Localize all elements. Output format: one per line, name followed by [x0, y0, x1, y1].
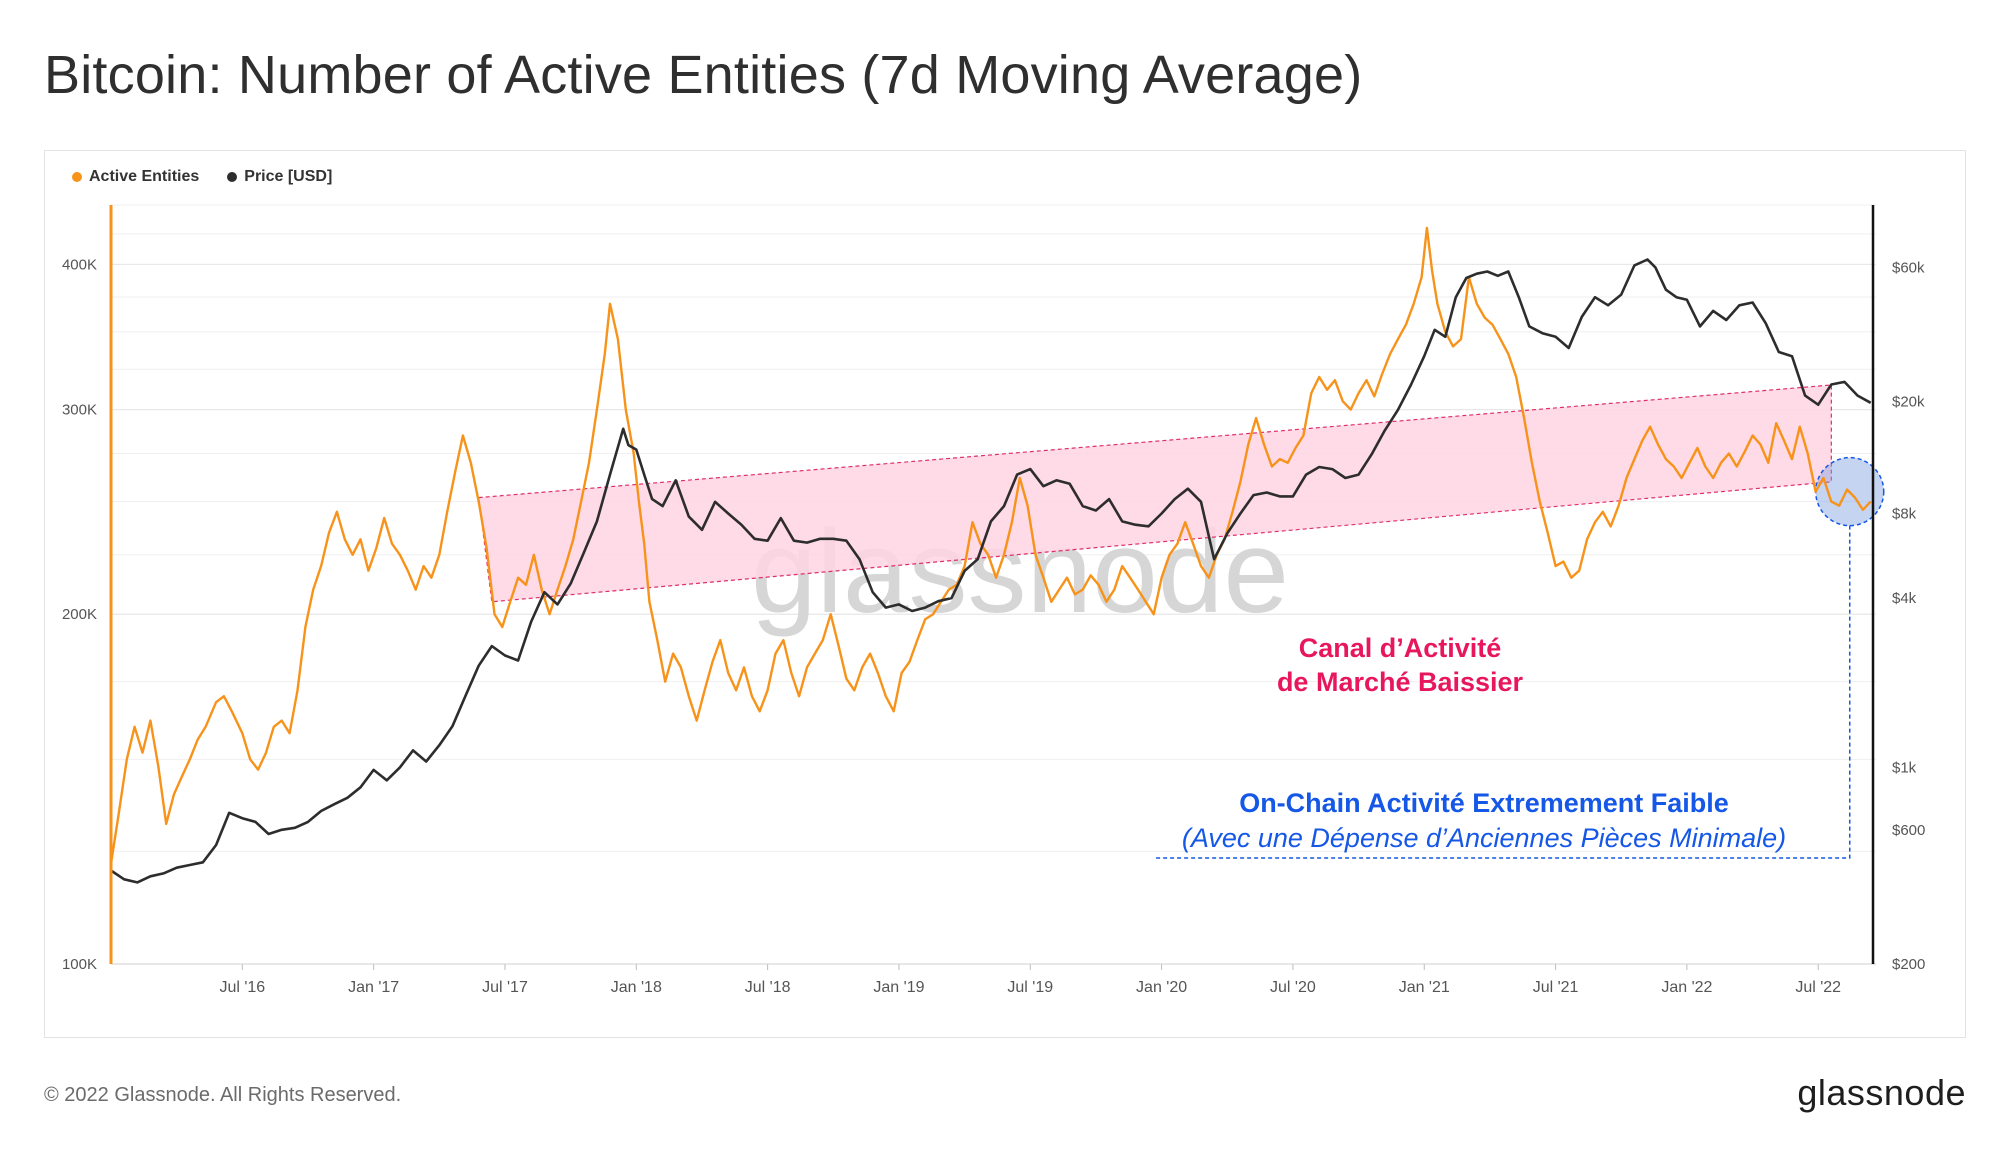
- legend-item-entities[interactable]: Active Entities: [72, 168, 199, 186]
- legend-price-label: Price [USD]: [244, 168, 333, 185]
- copyright: © 2022 Glassnode. All Rights Reserved.: [44, 1084, 402, 1106]
- legend-entities-dot: [72, 172, 82, 182]
- glassnode-logo[interactable]: glassnode: [1797, 1072, 1966, 1113]
- legend-price-dot: [227, 172, 238, 182]
- legend-entities-label: Active Entities: [89, 168, 200, 185]
- chart-legend: Active Entities Price [USD]: [72, 168, 332, 186]
- legend-item-price[interactable]: Price [USD]: [227, 168, 332, 186]
- page-title: Bitcoin: Number of Active Entities (7d M…: [44, 45, 1363, 105]
- chart-panel: [44, 150, 1966, 1038]
